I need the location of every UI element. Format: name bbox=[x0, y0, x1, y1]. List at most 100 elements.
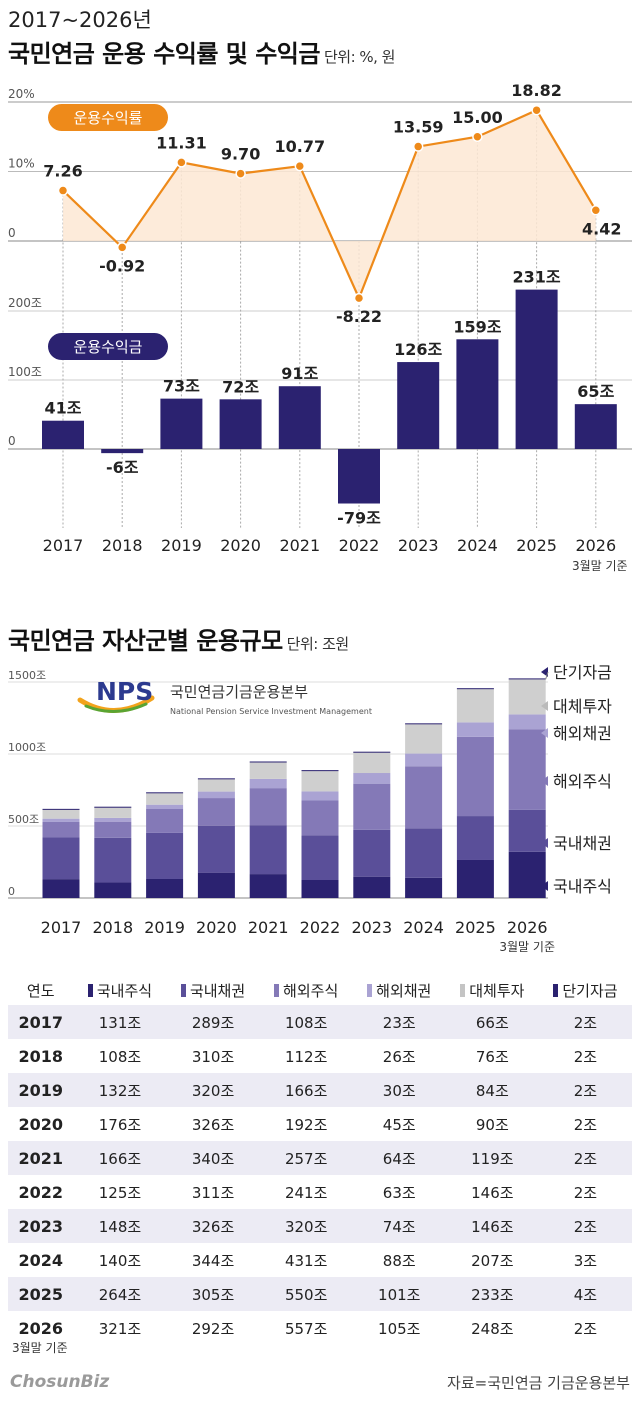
legend-item-foreign-stock: 해외주식 bbox=[541, 772, 612, 791]
legend-item-short-term: 단기자금 bbox=[541, 663, 612, 682]
table-cell: 108조 bbox=[98, 1047, 142, 1066]
y-tick-label: 0 bbox=[8, 226, 16, 240]
y-tick-label: 1500조 bbox=[8, 669, 46, 682]
stack-segment-domestic-bond bbox=[42, 837, 80, 880]
asset-table: 연도 국내주식 국내채권 해외주식 해외채권 대체투자 단기자금 2017 131조 289조 1… bbox=[8, 975, 632, 1355]
table-row: 2018 108조 310조 112조 26조 76조 2조 bbox=[8, 1039, 632, 1073]
table-year-cell: 2023 bbox=[8, 1209, 74, 1243]
rate-data-label: 18.82 bbox=[511, 81, 562, 100]
stack-segment-foreign-bond bbox=[353, 773, 391, 784]
x-tick-label: 2023 bbox=[351, 918, 392, 937]
table-cell: 2조 bbox=[538, 1073, 632, 1107]
x-tick-label: 2017 bbox=[41, 918, 82, 937]
table-cell: 326조 bbox=[166, 1209, 260, 1243]
table-cell: 550조 bbox=[259, 1277, 353, 1311]
table-cell: 431조 bbox=[284, 1251, 328, 1270]
stack-segment-domestic-stock bbox=[249, 874, 287, 898]
short-term-leader bbox=[545, 671, 549, 680]
rate-area bbox=[63, 110, 596, 299]
rate-line bbox=[62, 108, 597, 301]
profit-data-label: 65조 bbox=[577, 382, 614, 401]
profit-bar bbox=[278, 386, 321, 449]
logo-swoosh-green bbox=[84, 702, 148, 713]
stack-segment-alternative bbox=[353, 751, 391, 774]
legend-swatch bbox=[367, 983, 373, 997]
legend-arrow bbox=[541, 667, 548, 677]
stack-segment-alternative bbox=[301, 770, 339, 792]
stack-segment-alternative bbox=[405, 723, 443, 754]
rate-point bbox=[412, 141, 424, 152]
profit-data-label: 231조 bbox=[513, 268, 561, 287]
y-tick-label: 0 bbox=[8, 885, 15, 898]
table-year-cell: 2020 bbox=[18, 1114, 63, 1134]
rate-data-label: -8.22 bbox=[336, 307, 382, 326]
rate-point bbox=[57, 185, 69, 196]
rate-data-label: 11.31 bbox=[156, 133, 207, 152]
table-cell: 2조 bbox=[573, 1183, 598, 1202]
table-cell: 64조 bbox=[352, 1141, 446, 1175]
stack-segment-foreign-stock bbox=[249, 788, 287, 826]
stack-segment-short-term bbox=[42, 808, 80, 810]
legend-arrow bbox=[541, 881, 548, 891]
stack-segment-foreign-bond bbox=[301, 791, 339, 801]
asset-chart-unit: 단위: 조원 bbox=[286, 635, 350, 653]
table-cell: 340조 bbox=[166, 1141, 260, 1175]
stack-segment-domestic-stock bbox=[353, 876, 391, 898]
table-cell: 320조 bbox=[259, 1209, 353, 1243]
table-cell: 166조 bbox=[259, 1073, 353, 1107]
table-row: 2021 166조 340조 257조 64조 119조 2조 bbox=[8, 1141, 632, 1175]
table-cell: 84조 bbox=[445, 1073, 539, 1107]
stack-segment-foreign-stock bbox=[301, 800, 339, 836]
legend-label: 해외채권 bbox=[553, 724, 612, 743]
x-tick-label: 2026 bbox=[507, 918, 548, 937]
table-header-label: 연도 bbox=[26, 981, 55, 1000]
table-cell: 63조 bbox=[382, 1183, 416, 1202]
table-header-label: 단기자금 bbox=[562, 981, 618, 1000]
stack-segment-domestic-stock bbox=[197, 872, 235, 898]
table-cell: 26조 bbox=[382, 1047, 416, 1066]
table-header-cell: 대체투자 bbox=[446, 975, 539, 1005]
stack-segment-foreign-stock bbox=[197, 798, 235, 826]
table-header-cell: 연도 bbox=[8, 975, 73, 1005]
stack-segment-domestic-stock bbox=[301, 880, 339, 898]
stack-segment-foreign-bond bbox=[94, 817, 132, 822]
stack-segment-domestic-stock bbox=[405, 877, 443, 898]
x-tick-label: 2021 bbox=[279, 536, 320, 555]
legend-swatch bbox=[274, 983, 280, 997]
x-tick-label: 2018 bbox=[102, 536, 143, 555]
chart-title-text: 국민연금 운용 수익률 및 수익금 bbox=[8, 40, 320, 68]
stack-segment-short-term bbox=[508, 678, 546, 680]
table-cell: 311조 bbox=[191, 1183, 235, 1202]
legend-swatch bbox=[460, 983, 466, 997]
table-cell: 2조 bbox=[538, 1141, 632, 1175]
x-tick-label: 2023 bbox=[398, 536, 439, 555]
table-cell: 321조 bbox=[98, 1319, 142, 1338]
stack-segment-short-term bbox=[94, 806, 132, 808]
table-row: 2019 132조 320조 166조 30조 84조 2조 bbox=[8, 1073, 632, 1107]
stack-segment-alternative bbox=[508, 678, 546, 715]
table-body: 2017 131조 289조 108조 23조 66조 2조 2018 108조 310조 112조… bbox=[8, 1005, 632, 1355]
stack-segment-domestic-bond bbox=[405, 828, 443, 878]
legend-arrow bbox=[541, 728, 548, 738]
table-cell: 3조 bbox=[573, 1251, 598, 1270]
table-cell: 2조 bbox=[538, 1005, 632, 1039]
x-tick-label: 2026 bbox=[575, 536, 616, 555]
x-tick-label: 2025 bbox=[516, 536, 557, 555]
legend-label: 대체투자 bbox=[553, 697, 612, 716]
table-cell: 4조 bbox=[538, 1277, 632, 1311]
profit-bar bbox=[101, 449, 144, 454]
x-tick-label: 2019 bbox=[144, 918, 185, 937]
table-cell: 2조 bbox=[538, 1209, 632, 1243]
table-cell: 101조 bbox=[352, 1277, 446, 1311]
stack-segment-domestic-bond bbox=[353, 829, 391, 877]
table-row: 2022 125조 311조 241조 63조 146조 2조 bbox=[8, 1175, 632, 1209]
logo-name: 국민연금기금운용본부 bbox=[170, 683, 308, 701]
profit-series-label: 운용수익금 bbox=[73, 338, 142, 356]
table-cell: 2조 bbox=[573, 1319, 598, 1338]
legend-label: 국내주식 bbox=[553, 877, 612, 896]
logo-name-en: National Pension Service Investment Mana… bbox=[170, 707, 372, 716]
logo-mark: NPS bbox=[96, 677, 153, 706]
legend-swatch bbox=[87, 983, 93, 997]
rate-data-label: 13.59 bbox=[393, 118, 444, 137]
stack-segment-alternative bbox=[94, 806, 132, 818]
